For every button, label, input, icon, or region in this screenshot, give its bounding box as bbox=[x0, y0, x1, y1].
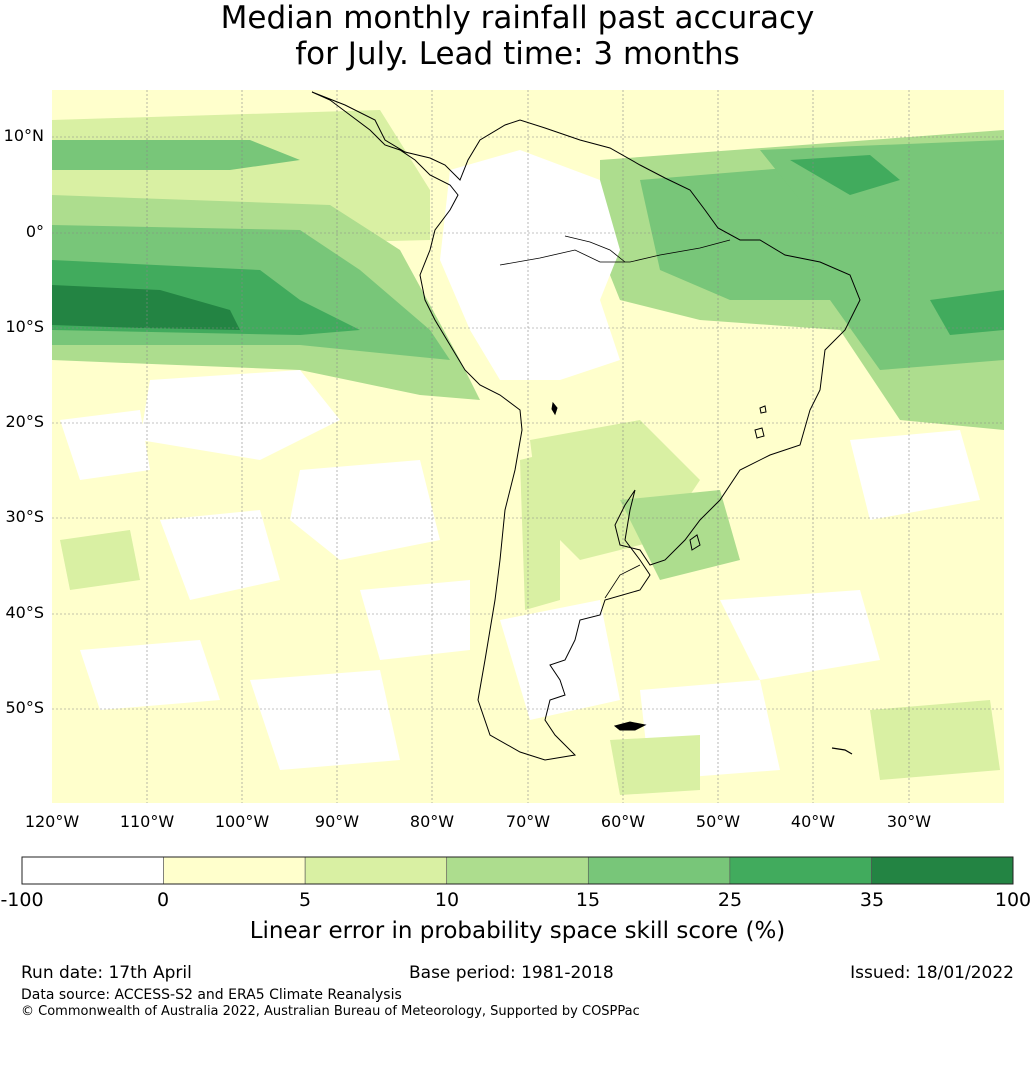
chart-title-line1: Median monthly rainfall past accuracy bbox=[220, 0, 815, 36]
copyright: © Commonwealth of Australia 2022, Austra… bbox=[21, 1004, 640, 1019]
colorbar-tick-7: 100 bbox=[994, 889, 1032, 911]
lon-label-80w: 80°W bbox=[409, 812, 455, 831]
chart-title-line2: for July. Lead time: 3 months bbox=[295, 36, 740, 72]
colorbar-frame bbox=[21, 856, 1014, 885]
colorbar-label: Linear error in probability space skill … bbox=[249, 918, 786, 944]
lake-inland bbox=[754, 427, 765, 439]
colorbar-segment-0 bbox=[21, 856, 164, 885]
amazon-river bbox=[499, 239, 731, 266]
lon-label-70w: 70°W bbox=[505, 812, 551, 831]
lon-label-30w: 30°W bbox=[886, 812, 932, 831]
colorbar-segment-5 bbox=[729, 856, 872, 885]
colorbar-segment-2 bbox=[304, 856, 448, 885]
amazon-river-tributary bbox=[564, 235, 626, 263]
colorbar-segment-6 bbox=[871, 856, 1014, 885]
colorbar-tick-4: 15 bbox=[575, 889, 601, 911]
lat-label-0: 0° bbox=[25, 222, 44, 241]
falkland-islands bbox=[613, 721, 647, 731]
colorbar-tick-2: 5 bbox=[298, 889, 312, 911]
lon-label-120w: 120°W bbox=[24, 812, 80, 831]
issued-date: Issued: 18/01/2022 bbox=[850, 963, 1014, 983]
colorbar-segment-1 bbox=[163, 856, 306, 885]
graticule bbox=[52, 90, 1004, 803]
lon-label-60w: 60°W bbox=[600, 812, 646, 831]
colorbar-tick-1: 0 bbox=[156, 889, 170, 911]
lon-label-110w: 110°W bbox=[119, 812, 175, 831]
base-period: Base period: 1981-2018 bbox=[409, 963, 614, 983]
lon-label-100w: 100°W bbox=[214, 812, 270, 831]
run-date: Run date: 17th April bbox=[21, 963, 192, 983]
colorbar-tick-5: 25 bbox=[717, 889, 743, 911]
colorbar-tick-3: 10 bbox=[434, 889, 460, 911]
colorbar-tick-6: 35 bbox=[859, 889, 885, 911]
colorbar bbox=[21, 856, 1014, 885]
lon-label-50w: 50°W bbox=[695, 812, 741, 831]
lake-pantanal bbox=[759, 405, 767, 414]
skill-field bbox=[52, 90, 1004, 803]
rio-de-la-plata bbox=[604, 564, 641, 599]
lagoa-dos-patos bbox=[689, 534, 701, 551]
colorbar-segment-3 bbox=[446, 856, 589, 885]
south-america-coastline bbox=[311, 91, 861, 761]
lat-label-20s: 20°S bbox=[5, 412, 44, 431]
lat-label-50s: 50°S bbox=[5, 698, 44, 717]
lat-label-10s: 10°S bbox=[5, 317, 44, 336]
lat-label-30s: 30°S bbox=[5, 507, 44, 526]
lon-label-90w: 90°W bbox=[314, 812, 360, 831]
lat-label-10n: 10°N bbox=[3, 126, 44, 145]
lon-label-40w: 40°W bbox=[790, 812, 836, 831]
lake-titicaca bbox=[551, 401, 558, 416]
south-georgia-island bbox=[831, 747, 853, 755]
colorbar-segment-4 bbox=[587, 856, 731, 885]
lat-label-40s: 40°S bbox=[5, 603, 44, 622]
colorbar-tick-0: -100 bbox=[0, 889, 44, 911]
data-source: Data source: ACCESS-S2 and ERA5 Climate … bbox=[21, 987, 402, 1003]
